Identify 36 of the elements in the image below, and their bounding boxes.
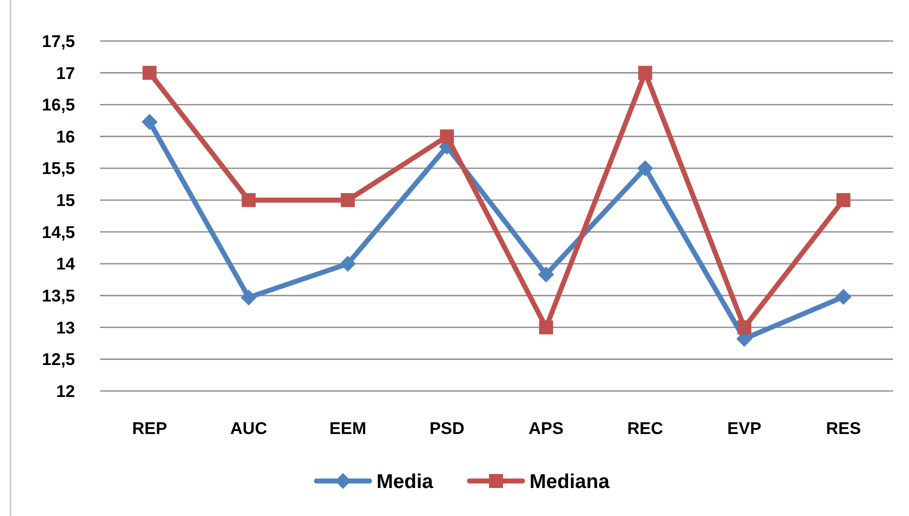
legend-label: Media [376,471,434,493]
point [737,320,752,334]
point [440,129,454,144]
y-tick-label: 17 [56,64,75,83]
x-tick-label: RES [826,419,861,438]
point [340,193,355,208]
y-tick-label: 12,5 [42,350,75,370]
x-tick-label: REC [627,419,664,438]
y-tick-label: 16 [56,127,75,146]
x-tick-label: REP [132,419,168,438]
x-tick-label: EVP [727,419,762,438]
point [538,266,554,283]
x-tick-label: EEM [329,419,366,438]
point [142,114,158,130]
point [637,160,654,176]
y-tick-label: 17,5 [42,32,75,51]
point [638,66,652,80]
point [242,193,256,208]
legend-label: Mediana [530,471,610,493]
point [142,66,157,80]
y-tick-label: 12 [56,382,75,401]
x-tick-label: AUC [230,419,268,438]
x-tick-label: PSD [429,419,464,438]
y-tick-label: 15,5 [42,159,75,178]
y-tick-label: 14,5 [42,222,75,242]
point [240,289,257,306]
y-tick-label: 13,5 [42,286,75,306]
point [836,193,850,208]
y-tick-label: 16,5 [42,96,75,115]
x-tick-label: APS [528,419,564,438]
y-tick-label: 14 [56,254,76,274]
point [340,256,356,272]
y-tick-label: 15 [56,191,75,210]
point [539,320,554,334]
point [835,288,852,305]
y-tick-label: 13 [56,318,75,338]
